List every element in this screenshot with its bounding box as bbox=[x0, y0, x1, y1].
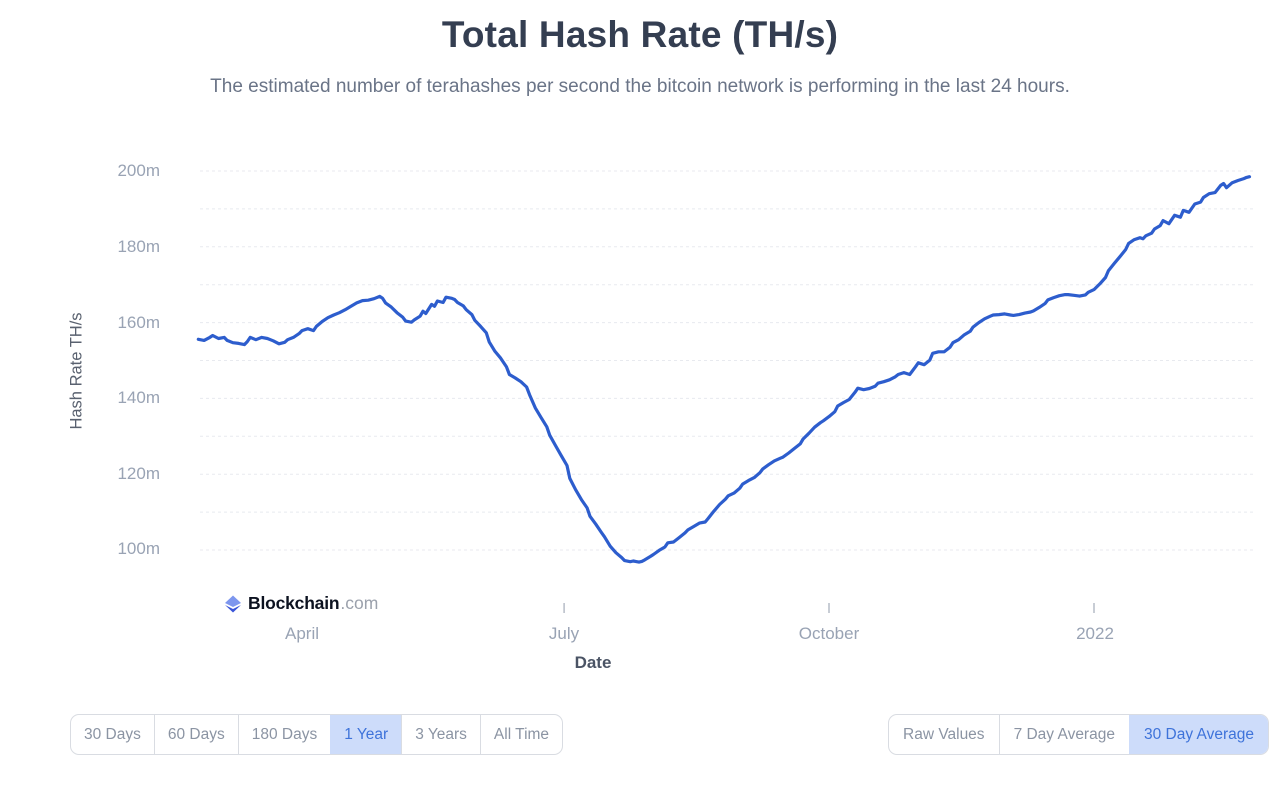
period-1-year-button[interactable]: 1 Year bbox=[330, 715, 402, 754]
30-day-average-button[interactable]: 30 Day Average bbox=[1128, 715, 1268, 754]
raw-values-button[interactable]: Raw Values bbox=[889, 715, 999, 754]
period-selector: 30 Days 60 Days 180 Days 1 Year 3 Years … bbox=[70, 714, 564, 755]
logo-brand-text: Blockchain bbox=[248, 593, 340, 613]
blockchain-logo[interactable]: Blockchain .com bbox=[222, 591, 389, 616]
period-180-days-button[interactable]: 180 Days bbox=[237, 715, 330, 754]
average-selector: Raw Values 7 Day Average 30 Day Average bbox=[888, 714, 1269, 755]
x-tick-label: 2022 bbox=[1076, 624, 1114, 643]
x-tick-label: October bbox=[798, 624, 860, 643]
y-tick-label: 180m bbox=[117, 237, 160, 256]
x-tick-label: April bbox=[284, 624, 320, 643]
period-30-days-button[interactable]: 30 Days bbox=[71, 715, 154, 754]
y-tick-label: 200m bbox=[117, 161, 160, 180]
y-tick-label: 120m bbox=[117, 464, 160, 483]
page-title: Total Hash Rate (TH/s) bbox=[441, 14, 839, 55]
period-60-days-button[interactable]: 60 Days bbox=[153, 715, 238, 754]
period-all-time-button[interactable]: All Time bbox=[479, 715, 562, 754]
hash-rate-line bbox=[196, 175, 1252, 564]
blockchain-cube-icon bbox=[225, 595, 241, 612]
page-subtitle: The estimated number of terahashes per s… bbox=[210, 76, 1070, 97]
logo-tld-text: .com bbox=[340, 593, 379, 613]
7-day-average-button[interactable]: 7 Day Average bbox=[998, 715, 1129, 754]
period-3-years-button[interactable]: 3 Years bbox=[401, 715, 480, 754]
y-tick-label: 140m bbox=[117, 388, 160, 407]
x-tick-label: July bbox=[548, 624, 580, 643]
y-tick-label: 160m bbox=[117, 313, 160, 332]
y-tick-label: 100m bbox=[117, 539, 160, 558]
x-axis-title: Date bbox=[574, 653, 612, 672]
